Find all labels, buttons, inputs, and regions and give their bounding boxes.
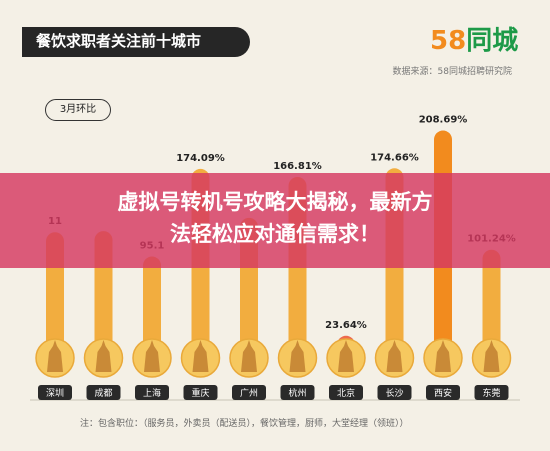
- city-label-bg: [280, 385, 315, 400]
- value-label: 23.64%: [325, 320, 367, 331]
- city-label: 重庆: [191, 387, 209, 399]
- city-label: 西安: [434, 387, 452, 399]
- city-label: 深圳: [46, 388, 64, 399]
- landmark-silhouette: [144, 340, 160, 372]
- footnote: 注：包含职位：（服务员，外卖员（配送员），餐饮管理，厨师，大堂经理（领班））: [80, 419, 409, 429]
- city-label-bg: [426, 385, 460, 400]
- banner-line-1: 虚拟号转机号攻略大揭秘，最新方: [117, 190, 433, 214]
- city-label-bg: [232, 385, 266, 400]
- city-label: 广州: [240, 387, 258, 399]
- promo-banner: [0, 173, 550, 268]
- city-label: 上海: [143, 387, 161, 399]
- city-label-bg: [329, 385, 363, 400]
- city-label-bg: [38, 385, 72, 400]
- landmark-silhouette: [338, 340, 354, 372]
- city-label-bg: [135, 385, 169, 400]
- city-label-bg: [474, 385, 509, 400]
- city-label: 杭州: [288, 387, 306, 399]
- logo-text: 同城: [466, 26, 519, 56]
- banner-line-2: 法轻松应对通信需求！: [170, 222, 380, 246]
- city-label: 北京: [337, 387, 355, 399]
- landmark-silhouette: [192, 340, 209, 372]
- logo-number: 58: [430, 26, 467, 56]
- city-label: 成都: [94, 387, 112, 399]
- chart-title: 餐饮求职者关注前十城市: [36, 32, 202, 50]
- city-label-bg: [377, 385, 412, 400]
- value-label: 208.69%: [419, 115, 468, 126]
- landmark-silhouette: [483, 340, 500, 372]
- value-label: 166.81%: [273, 161, 322, 172]
- city-label: 东莞: [482, 387, 500, 399]
- city-label-bg: [86, 385, 121, 400]
- landmark-silhouette: [47, 340, 63, 372]
- value-label: 174.09%: [176, 153, 225, 164]
- city-label-bg: [183, 385, 218, 400]
- data-source: 数据来源：58同城招聘研究院: [392, 67, 512, 77]
- landmark-silhouette: [241, 340, 257, 372]
- mom-tag: 3月环比: [45, 99, 111, 121]
- brand-logo: 58同城: [430, 20, 518, 57]
- title-bar: [22, 27, 250, 57]
- landmark-silhouette: [435, 340, 451, 372]
- promo-banner-text: 虚拟号转机号攻略大揭秘，最新方 法轻松应对通信需求！: [100, 186, 450, 250]
- landmark-silhouette: [289, 340, 306, 372]
- landmark-silhouette: [386, 340, 403, 372]
- landmark-silhouette: [95, 340, 112, 372]
- value-label: 174.66%: [370, 152, 419, 163]
- city-label: 长沙: [385, 387, 403, 399]
